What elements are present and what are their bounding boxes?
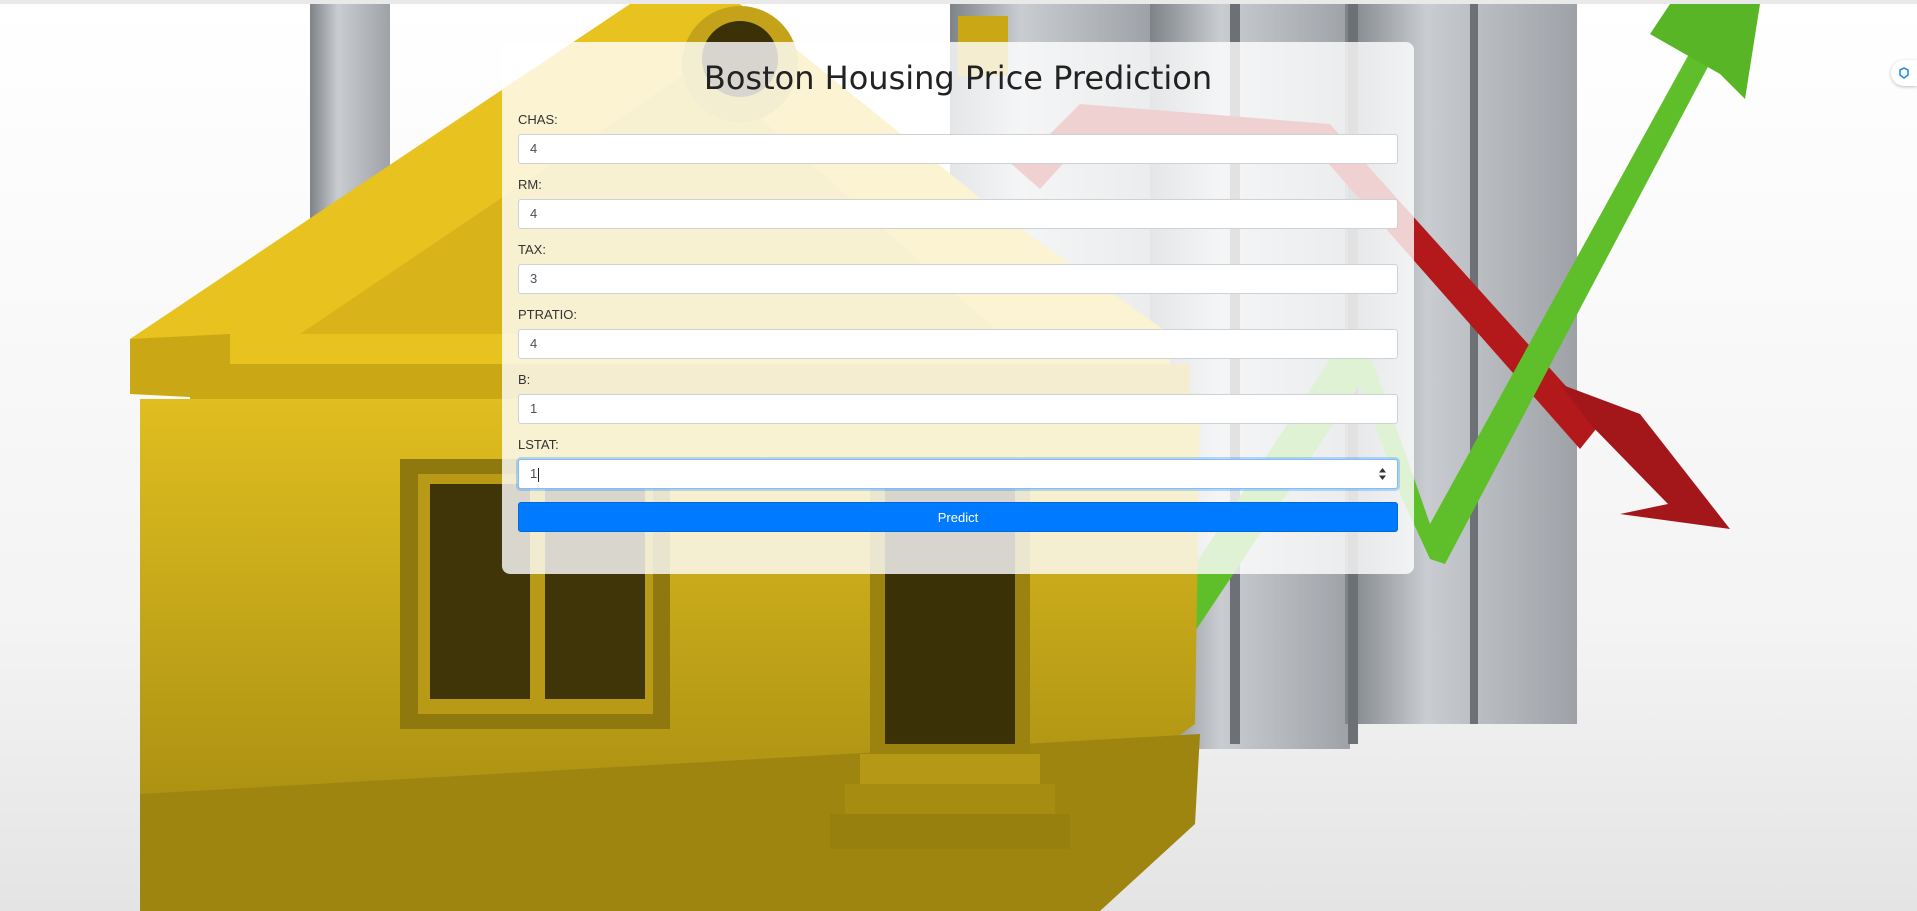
tax-label: TAX: <box>518 242 546 257</box>
tax-value: 3 <box>530 271 538 286</box>
page-title: Boston Housing Price Prediction <box>703 59 1213 97</box>
chas-input[interactable]: 4 <box>518 134 1398 164</box>
tax-input[interactable]: 3 <box>518 264 1398 294</box>
ptratio-label: PTRATIO: <box>518 307 577 322</box>
field-b: B: 1 <box>518 372 1398 424</box>
rm-input[interactable]: 4 <box>518 199 1398 229</box>
field-ptratio: PTRATIO: 4 <box>518 307 1398 359</box>
text-caret <box>538 467 540 482</box>
b-label: B: <box>518 372 531 387</box>
field-tax: TAX: 3 <box>518 242 1398 294</box>
rm-label: RM: <box>518 177 542 192</box>
number-spinner-icon[interactable] <box>1378 467 1387 481</box>
field-lstat: LSTAT: 1 <box>518 437 1398 489</box>
b-value: 1 <box>530 401 538 416</box>
b-input[interactable]: 1 <box>518 394 1398 424</box>
predict-button[interactable]: Predict <box>518 502 1398 532</box>
lstat-value: 1 <box>530 466 538 481</box>
chas-value: 4 <box>530 141 538 156</box>
browser-extension-icon[interactable] <box>1891 60 1917 86</box>
ptratio-value: 4 <box>530 336 538 351</box>
rm-value: 4 <box>530 206 538 221</box>
field-rm: RM: 4 <box>518 177 1398 229</box>
ptratio-input[interactable]: 4 <box>518 329 1398 359</box>
chas-label: CHAS: <box>518 112 558 127</box>
field-chas: CHAS: 4 <box>518 112 1398 164</box>
prediction-form-card: Boston Housing Price Prediction CHAS: 4 … <box>502 42 1414 574</box>
lstat-label: LSTAT: <box>518 437 559 452</box>
lstat-input[interactable]: 1 <box>518 459 1398 489</box>
